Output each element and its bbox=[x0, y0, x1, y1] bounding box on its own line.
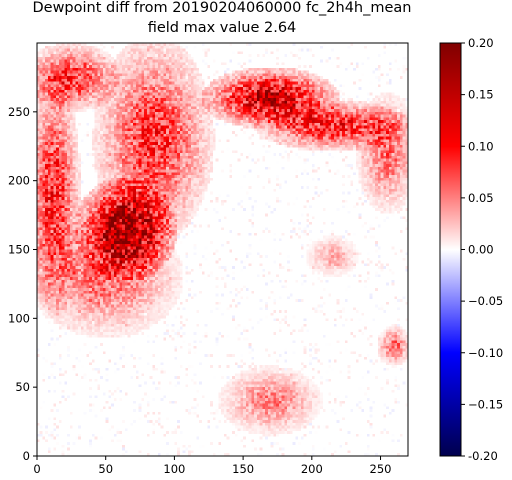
x-tick-label: 0 bbox=[33, 462, 40, 476]
x-tick-label: 200 bbox=[301, 462, 323, 476]
colorbar-ticks: -0.20 −0.15 −0.10 −0.05 0.00 0.05 0.10 0.15 0.20 bbox=[461, 36, 503, 463]
colorbar: -0.20 −0.15 −0.10 −0.05 0.00 0.05 0.10 0.15 0.20 bbox=[439, 36, 503, 463]
colorbar-tick-label: −0.05 bbox=[468, 294, 503, 308]
colorbar-tick-label: 0.05 bbox=[468, 191, 494, 205]
colorbar-gradient bbox=[439, 42, 462, 457]
plot-area bbox=[36, 42, 409, 457]
x-axis: 0 50 100 150 200 250 bbox=[33, 456, 391, 476]
chart-title-line-2: field max value 2.64 bbox=[147, 20, 297, 36]
colorbar-tick-label: 0.15 bbox=[468, 88, 494, 102]
colorbar-tick-label: 0.20 bbox=[468, 36, 494, 50]
colorbar-tick-label: 0.10 bbox=[468, 139, 494, 153]
y-tick-label: 100 bbox=[8, 311, 30, 325]
colorbar-tick-label: −0.10 bbox=[468, 346, 503, 360]
colorbar-tick-label: -0.20 bbox=[468, 449, 498, 463]
x-tick-label: 50 bbox=[98, 462, 113, 476]
y-tick-label: 200 bbox=[8, 174, 30, 188]
x-tick-label: 150 bbox=[232, 462, 254, 476]
y-tick-label: 50 bbox=[15, 380, 30, 394]
colorbar-tick-label: 0.00 bbox=[468, 243, 494, 257]
y-tick-label: 250 bbox=[8, 105, 30, 119]
x-tick-label: 100 bbox=[163, 462, 185, 476]
x-tick-label: 250 bbox=[370, 462, 392, 476]
y-axis: 0 50 100 150 200 250 bbox=[8, 105, 37, 463]
y-tick-label: 150 bbox=[8, 243, 30, 257]
colorbar-tick-label: −0.15 bbox=[468, 397, 503, 411]
chart-title-line-1: Dewpoint diff from 20190204060000 fc_2h4… bbox=[32, 0, 412, 16]
y-tick-label: 0 bbox=[23, 449, 30, 463]
heatmap-image bbox=[37, 43, 408, 456]
